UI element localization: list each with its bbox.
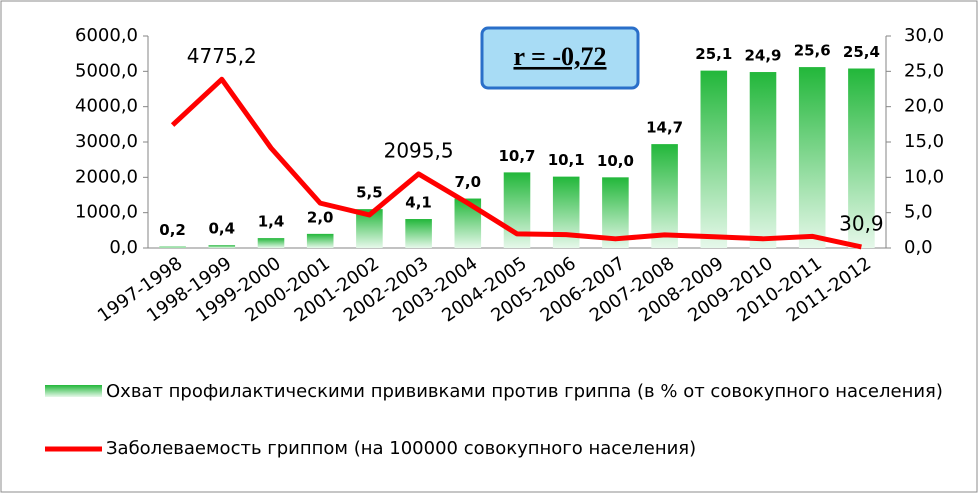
bar-value-label: 14,7 bbox=[646, 119, 683, 137]
bar bbox=[159, 246, 186, 248]
y2-tick-label: 30,0 bbox=[904, 25, 944, 46]
line bbox=[170, 76, 862, 250]
bar bbox=[405, 219, 432, 248]
bar bbox=[306, 233, 334, 248]
bar bbox=[503, 172, 531, 248]
y-tick-label: 5000,0 bbox=[75, 60, 138, 81]
y2-tick-label: 25,0 bbox=[904, 60, 944, 81]
line-value-label: 4775,2 bbox=[187, 44, 257, 68]
line-value-label: 2095,5 bbox=[384, 138, 454, 162]
y-tick-label: 0,0 bbox=[109, 237, 138, 258]
bar bbox=[208, 245, 236, 248]
line-value-label: 30,9 bbox=[839, 211, 884, 235]
y2-tick-label: 5,0 bbox=[904, 202, 933, 223]
y2-tick-label: 20,0 bbox=[904, 96, 944, 117]
y-tick-label: 2000,0 bbox=[75, 166, 138, 187]
bar-value-label: 25,6 bbox=[794, 42, 831, 60]
y-tick-label: 6000,0 bbox=[75, 25, 138, 46]
annotation-box bbox=[480, 26, 640, 90]
bar bbox=[749, 72, 777, 248]
bar-value-label: 2,0 bbox=[307, 208, 334, 226]
bar-value-label: 10,0 bbox=[597, 152, 634, 170]
y2-tick-label: 15,0 bbox=[904, 131, 944, 152]
y2-tick-label: 0,0 bbox=[904, 237, 933, 258]
bar-value-label: 1,4 bbox=[258, 213, 285, 231]
bar-value-label: 10,1 bbox=[548, 151, 585, 169]
bar bbox=[700, 70, 728, 248]
bar-value-label: 5,5 bbox=[356, 184, 383, 202]
bar-value-label: 25,1 bbox=[695, 45, 732, 63]
legend-entry: Охват профилактическими прививками проти… bbox=[106, 381, 943, 402]
y2-tick-label: 10,0 bbox=[904, 166, 944, 187]
legend-swatch bbox=[45, 385, 102, 397]
bar-value-label: 10,7 bbox=[498, 147, 535, 165]
y-tick-label: 3000,0 bbox=[75, 131, 138, 152]
bar bbox=[848, 68, 875, 248]
annotation: r = -0,72 bbox=[513, 42, 606, 71]
bar bbox=[798, 67, 826, 249]
bar bbox=[257, 238, 285, 248]
bar-value-label: 25,4 bbox=[843, 43, 880, 61]
bar-value-label: 24,9 bbox=[744, 47, 781, 65]
y-tick-label: 4000,0 bbox=[75, 96, 138, 117]
bar-value-label: 7,0 bbox=[455, 173, 482, 191]
bar-value-label: 4,1 bbox=[405, 194, 432, 212]
legend-entry: Заболеваемость гриппом (на 100000 совоку… bbox=[106, 438, 697, 459]
y-tick-label: 1000,0 bbox=[75, 202, 138, 223]
bar-value-label: 0,2 bbox=[159, 221, 186, 239]
bar-value-label: 0,4 bbox=[209, 220, 236, 238]
bar bbox=[651, 144, 678, 248]
